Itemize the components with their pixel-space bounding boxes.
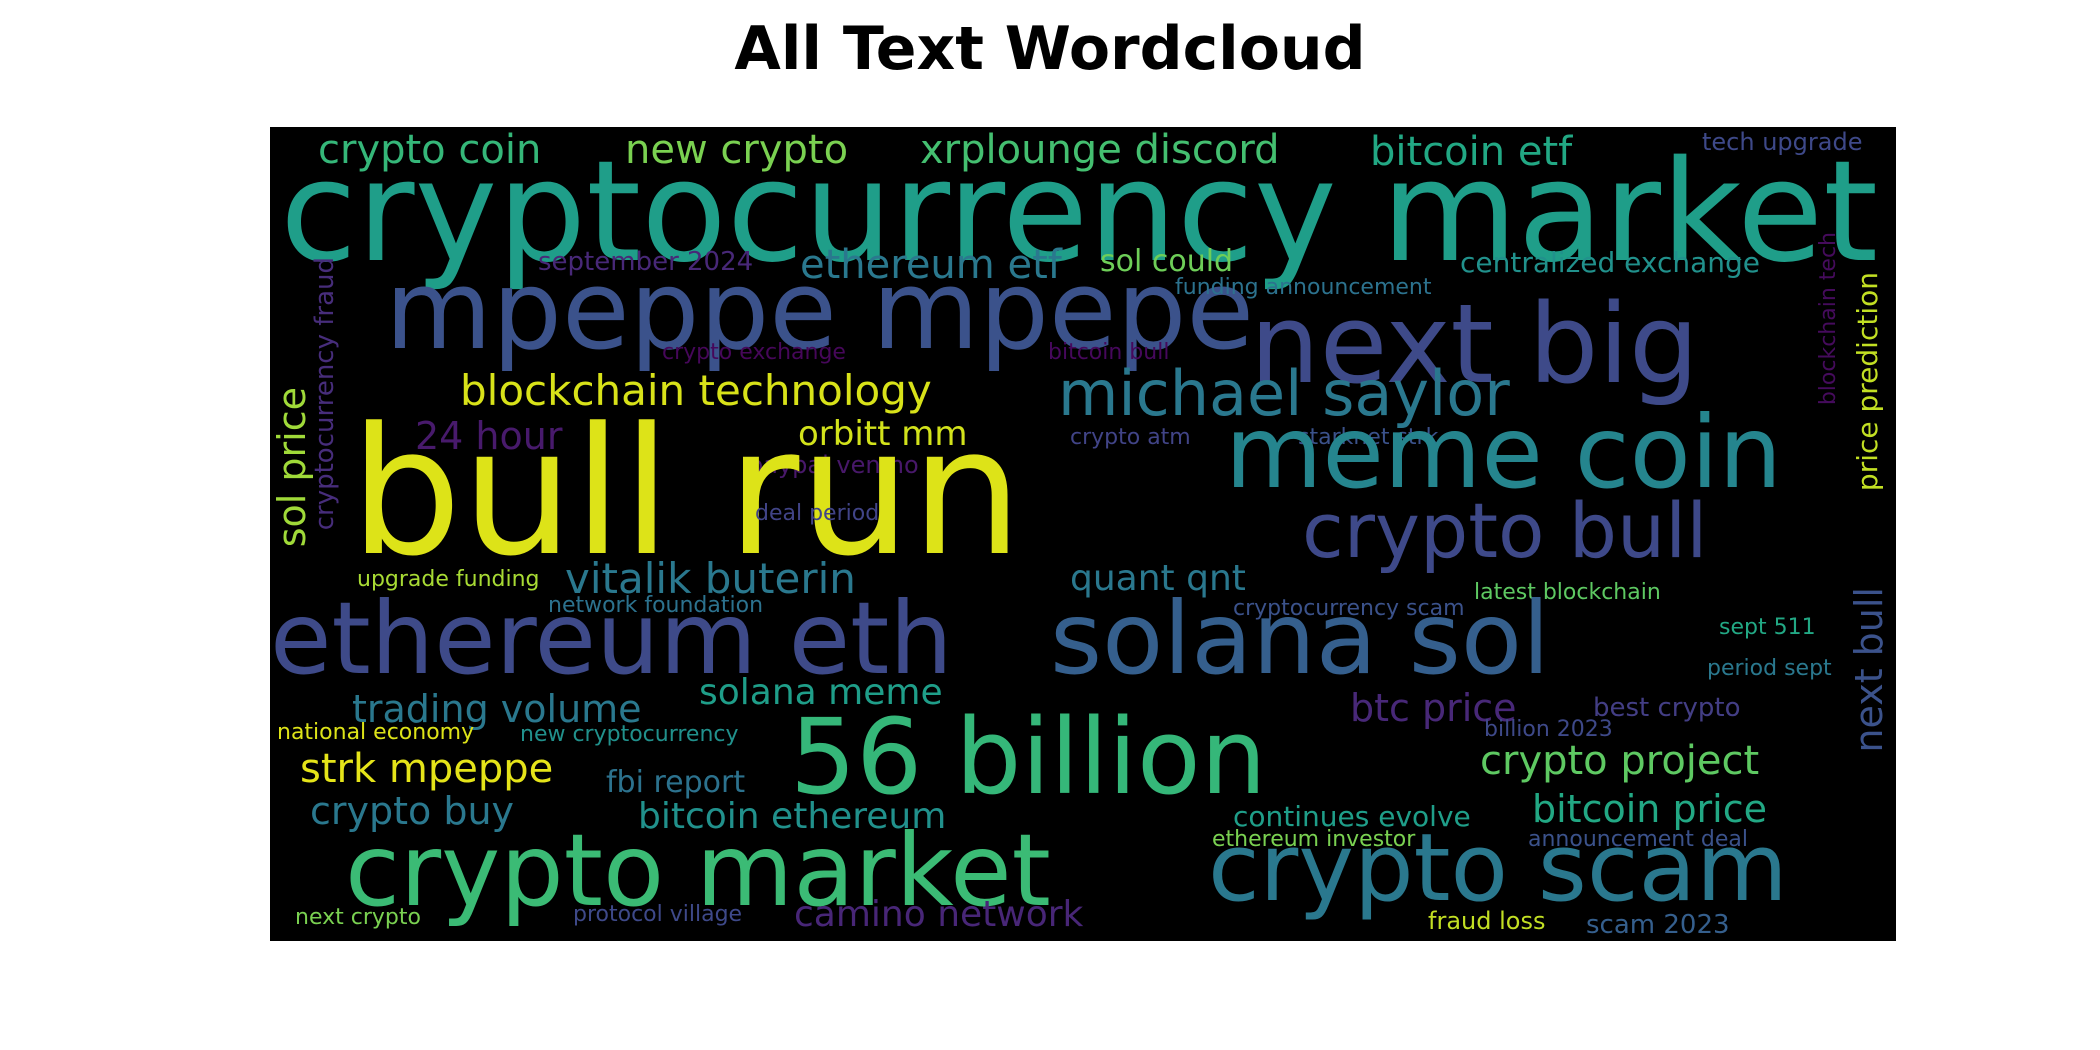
wordcloud-word: mpeppe mpepe (385, 246, 1255, 374)
wordcloud-word: price prediction (1851, 272, 1884, 492)
wordcloud-word: 56 billion (790, 696, 1267, 818)
wordcloud-word: continues evolve (1233, 800, 1471, 833)
wordcloud-word: tech upgrade (1702, 128, 1863, 156)
wordcloud-word: next crypto (295, 905, 421, 930)
wordcloud-canvas: cryptocurrency market crypto coin new cryp… (270, 127, 1896, 941)
wordcloud-word: best crypto (1593, 693, 1741, 723)
wordcloud-word: paypal venmo (748, 451, 919, 479)
wordcloud-word: sol price (270, 387, 314, 548)
wordcloud-word: centralized exchange (1460, 246, 1761, 279)
wordcloud-word: trading volume (352, 687, 642, 731)
wordcloud-word: crypto coin (318, 127, 542, 173)
wordcloud-word: cryptocurrency fraud (310, 257, 340, 531)
wordcloud-word: ethereum investor (1212, 827, 1416, 852)
wordcloud-word: crypto exchange (662, 340, 846, 365)
wordcloud-word: camino network (794, 894, 1084, 935)
wordcloud-word: ethereum eth (270, 580, 953, 697)
wordcloud-word: bull run (350, 390, 1023, 595)
wordcloud-word: bitcoin bull (1048, 340, 1170, 365)
wordcloud-word: period sept (1707, 656, 1832, 681)
wordcloud-word: orbitt mm (798, 414, 968, 454)
chart-title: All Text Wordcloud (734, 14, 1366, 84)
wordcloud-word: xrplounge discord (920, 127, 1280, 173)
wordcloud-word: blockchain tech (1816, 232, 1841, 406)
wordcloud-word: blockchain technology (460, 366, 932, 415)
wordcloud-word: bitcoin price (1532, 787, 1768, 831)
wordcloud-word: protocol village (573, 902, 743, 927)
wordcloud-word: new cryptocurrency (520, 722, 739, 747)
wordcloud-word: crypto market (345, 812, 1051, 929)
wordcloud-word: cryptocurrency scam (1233, 596, 1465, 621)
wordcloud-word: michael saylor (1058, 357, 1510, 430)
wordcloud-word: vitalik buterin (565, 554, 856, 603)
wordcloud-word: bitcoin ethereum (638, 796, 947, 837)
wordcloud-word: 24 hour (415, 414, 563, 458)
wordcloud-word: sept 511 (1719, 615, 1816, 640)
wordcloud-word: scam 2023 (1586, 910, 1730, 940)
wordcloud-word: quant qnt (1070, 558, 1246, 599)
wordcloud-word: next big (1250, 280, 1699, 408)
wordcloud-word: crypto buy (310, 789, 515, 833)
wordcloud-word: fbi report (606, 765, 746, 800)
wordcloud-word: btc price (1350, 686, 1517, 730)
wordcloud-word: national economy (277, 720, 475, 745)
wordcloud-word: meme coin (1225, 394, 1782, 511)
wordcloud-word: september 2024 (538, 247, 754, 277)
wordcloud-word: strk mpeppe (300, 746, 554, 792)
wordcloud-word: crypto project (1480, 738, 1760, 784)
wordcloud-word: next bull (1847, 587, 1891, 753)
wordcloud-word: sol could (1100, 244, 1234, 279)
wordcloud-word: starknet strk (1298, 425, 1439, 450)
wordcloud-word: cryptocurrency market (280, 131, 1879, 294)
wordcloud-word: bitcoin etf (1370, 129, 1573, 175)
wordcloud-word: crypto bull (1302, 486, 1708, 575)
wordcloud-word: solana meme (699, 672, 943, 713)
wordcloud-word: deal period (755, 501, 880, 526)
wordcloud-word: fraud loss (1428, 907, 1546, 935)
wordcloud-word: funding announcement (1175, 275, 1432, 300)
wordcloud-word: announcement deal (1528, 827, 1748, 852)
wordcloud-word: latest blockchain (1474, 580, 1661, 605)
wordcloud-word: new crypto (625, 127, 849, 173)
wordcloud-word: network foundation (548, 593, 764, 618)
wordcloud-word: crypto atm (1070, 425, 1191, 450)
wordcloud-word: crypto scam (1208, 814, 1788, 923)
wordcloud-word: upgrade funding (357, 567, 540, 592)
wordcloud-word: solana sol (1050, 580, 1550, 697)
wordcloud-word: ethereum etf (800, 242, 1062, 288)
wordcloud-word: billion 2023 (1484, 717, 1613, 742)
